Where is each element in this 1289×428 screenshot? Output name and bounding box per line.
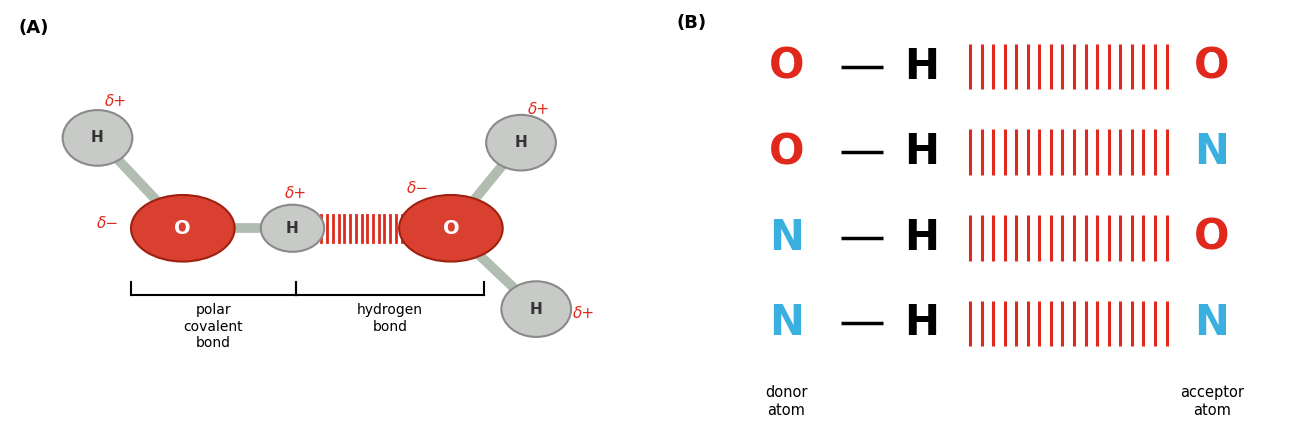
Text: hydrogen
bond: hydrogen bond — [357, 303, 423, 333]
Text: H: H — [904, 131, 940, 173]
Text: (A): (A) — [18, 19, 49, 37]
Ellipse shape — [63, 110, 133, 166]
Ellipse shape — [501, 281, 571, 337]
Text: O: O — [1194, 217, 1230, 259]
Text: δ−: δ− — [97, 216, 119, 231]
Text: δ+: δ+ — [104, 95, 126, 110]
Text: N: N — [768, 302, 804, 345]
Text: donor
atom: donor atom — [766, 385, 807, 418]
Text: O: O — [768, 131, 804, 173]
Text: H: H — [530, 302, 543, 317]
Text: δ+: δ+ — [572, 306, 596, 321]
Text: H: H — [904, 45, 940, 88]
Text: δ+: δ+ — [528, 101, 550, 116]
Text: H: H — [904, 217, 940, 259]
Text: O: O — [174, 219, 191, 238]
Text: N: N — [768, 217, 804, 259]
Text: N: N — [1194, 131, 1230, 173]
Text: O: O — [768, 45, 804, 88]
Ellipse shape — [400, 195, 503, 262]
Text: O: O — [1194, 45, 1230, 88]
Text: N: N — [1194, 302, 1230, 345]
Text: δ−: δ− — [406, 181, 428, 196]
Text: H: H — [92, 131, 104, 146]
Ellipse shape — [260, 205, 324, 252]
Text: polar
covalent
bond: polar covalent bond — [183, 303, 244, 350]
Text: O: O — [442, 219, 459, 238]
Ellipse shape — [486, 115, 556, 170]
Ellipse shape — [131, 195, 235, 262]
Text: (B): (B) — [677, 14, 706, 32]
Text: δ+: δ+ — [285, 186, 307, 201]
Text: H: H — [514, 135, 527, 150]
Text: H: H — [286, 221, 299, 236]
Text: H: H — [904, 302, 940, 345]
Text: acceptor
atom: acceptor atom — [1179, 385, 1244, 418]
